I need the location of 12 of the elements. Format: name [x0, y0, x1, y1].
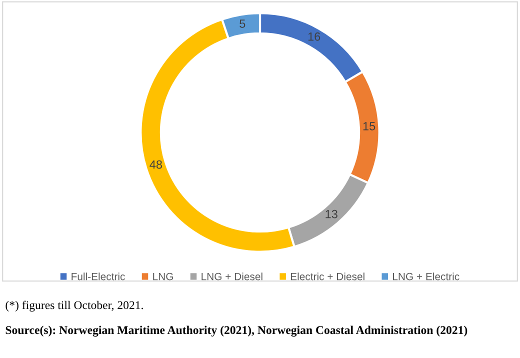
legend-label: LNG + Electric: [393, 272, 460, 280]
data-label: 16: [308, 32, 320, 41]
data-label: 15: [363, 122, 376, 130]
source-note: Source(s): Norwegian Maritime Authority (2021), Norwegian Coastal Administration (2021): [6, 326, 468, 337]
data-label: 13: [326, 210, 338, 218]
legend-label: Full-Electric: [72, 272, 125, 280]
data-label: 5: [240, 20, 246, 28]
legend-label: LNG: [153, 272, 173, 280]
data-label: 48: [150, 160, 162, 169]
text: (*) figures till October, 2021.: [6, 300, 143, 312]
legend-label: Electric + Diesel: [290, 272, 364, 280]
legend-label: LNG + Diesel: [202, 272, 262, 280]
